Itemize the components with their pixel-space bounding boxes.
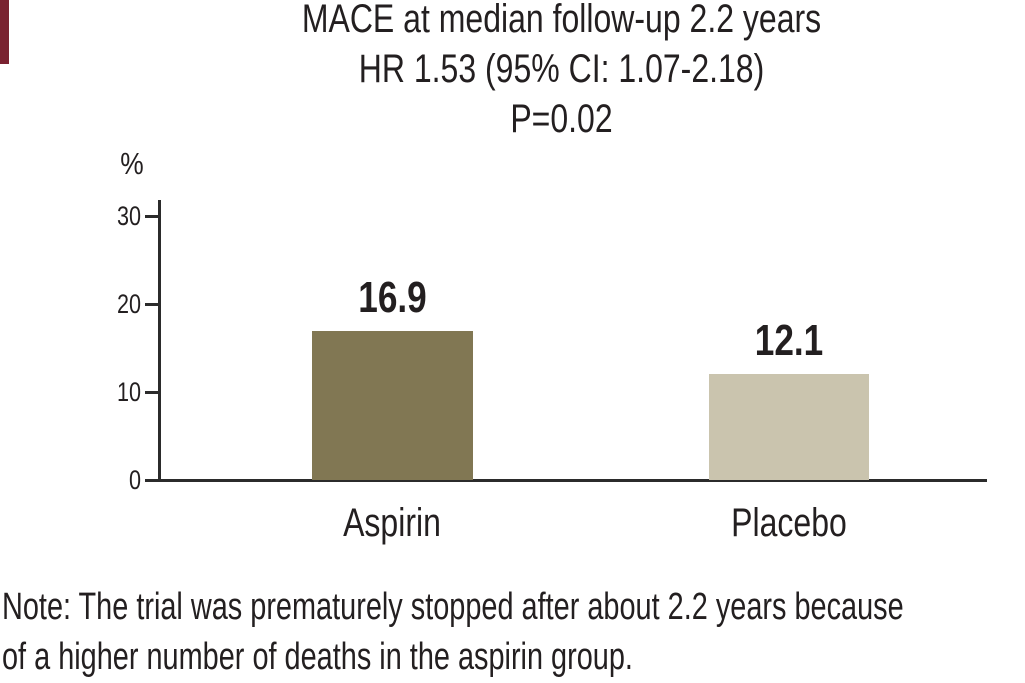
x-category-label-aspirin: Aspirin xyxy=(343,501,441,545)
y-axis-line xyxy=(158,200,161,482)
chart-title-line-3: P=0.02 xyxy=(510,97,613,141)
y-tick-mark-10 xyxy=(145,391,158,394)
y-tick-mark-30 xyxy=(145,215,158,218)
figure-accent-bar xyxy=(0,0,9,64)
y-tick-label-20: 20 xyxy=(116,289,141,319)
x-category-label-placebo: Placebo xyxy=(731,501,847,545)
bar-value-aspirin: 16.9 xyxy=(358,273,427,322)
footnote-line-2: of a higher number of deaths in the aspi… xyxy=(2,636,633,678)
y-tick-label-30: 30 xyxy=(116,201,141,231)
footnote: Note: The trial was prematurely stopped … xyxy=(2,582,1025,682)
x-axis-line xyxy=(145,479,987,482)
y-axis-unit-label: % xyxy=(120,146,144,181)
chart-title-line-1: MACE at median follow-up 2.2 years xyxy=(301,0,822,41)
bar-placebo xyxy=(709,374,869,480)
bar-aspirin xyxy=(312,331,473,480)
chart-title-line-2: HR 1.53 (95% CI: 1.07-2.18) xyxy=(358,47,765,91)
chart-title: MACE at median follow-up 2.2 years HR 1.… xyxy=(99,0,1024,144)
bar-value-placebo: 12.1 xyxy=(754,316,824,365)
y-tick-label-10: 10 xyxy=(116,377,141,407)
y-tick-mark-20 xyxy=(145,303,158,306)
y-tick-label-0: 0 xyxy=(128,465,141,495)
footnote-line-1: Note: The trial was prematurely stopped … xyxy=(2,586,904,628)
